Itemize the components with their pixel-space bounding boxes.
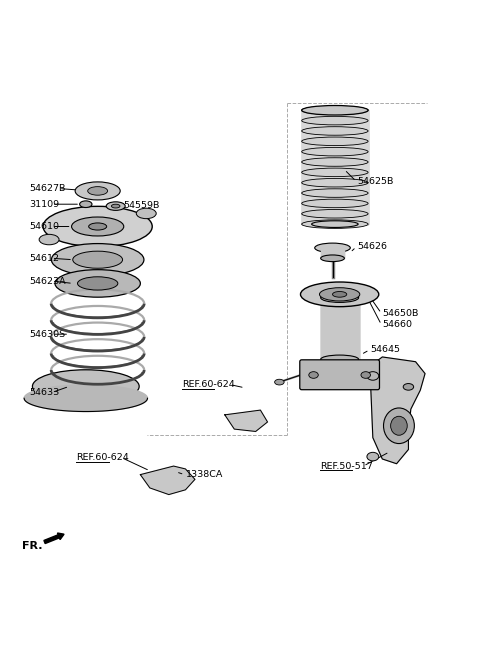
Ellipse shape — [301, 116, 368, 125]
Ellipse shape — [106, 202, 125, 210]
Text: 54650B: 54650B — [383, 309, 419, 318]
Ellipse shape — [80, 201, 92, 208]
Ellipse shape — [301, 106, 368, 114]
Ellipse shape — [315, 243, 350, 252]
Ellipse shape — [43, 206, 152, 246]
Text: 54612: 54612 — [29, 254, 59, 263]
Polygon shape — [371, 357, 425, 464]
Text: REF.60-624: REF.60-624 — [76, 453, 129, 462]
Ellipse shape — [300, 282, 379, 307]
Ellipse shape — [301, 210, 368, 218]
Ellipse shape — [72, 217, 124, 236]
Polygon shape — [321, 248, 344, 258]
Text: 1338CA: 1338CA — [185, 470, 223, 479]
Ellipse shape — [361, 372, 371, 378]
Ellipse shape — [309, 372, 318, 378]
Text: 54559B: 54559B — [124, 200, 160, 210]
Ellipse shape — [301, 147, 368, 156]
Text: FR.: FR. — [22, 541, 42, 551]
Polygon shape — [321, 298, 359, 359]
Ellipse shape — [321, 255, 344, 261]
Ellipse shape — [89, 223, 107, 230]
Text: REF.60-624: REF.60-624 — [182, 380, 235, 389]
Ellipse shape — [391, 417, 407, 435]
Ellipse shape — [73, 251, 122, 268]
Ellipse shape — [320, 288, 360, 301]
Ellipse shape — [301, 168, 368, 177]
Ellipse shape — [312, 221, 358, 227]
Text: 54645: 54645 — [371, 346, 400, 354]
Polygon shape — [140, 466, 195, 495]
Ellipse shape — [111, 204, 120, 208]
Polygon shape — [24, 385, 147, 411]
FancyBboxPatch shape — [300, 360, 380, 390]
Ellipse shape — [321, 355, 359, 363]
FancyArrow shape — [44, 533, 64, 543]
Text: 54660: 54660 — [383, 320, 412, 329]
Text: REF.50-517: REF.50-517 — [320, 462, 372, 470]
Ellipse shape — [301, 199, 368, 208]
Ellipse shape — [88, 187, 108, 195]
Ellipse shape — [136, 208, 156, 219]
Text: 54625B: 54625B — [358, 177, 394, 186]
Ellipse shape — [367, 452, 379, 461]
Ellipse shape — [51, 244, 144, 276]
Polygon shape — [301, 110, 368, 224]
Ellipse shape — [301, 189, 368, 197]
Ellipse shape — [77, 277, 118, 290]
Text: 54633: 54633 — [29, 388, 59, 397]
Ellipse shape — [33, 370, 139, 403]
Ellipse shape — [321, 293, 359, 302]
Ellipse shape — [275, 379, 284, 385]
Ellipse shape — [39, 235, 59, 245]
Ellipse shape — [384, 408, 414, 443]
Ellipse shape — [333, 292, 347, 297]
Ellipse shape — [301, 179, 368, 187]
Ellipse shape — [301, 220, 368, 229]
Text: 54627B: 54627B — [29, 184, 65, 193]
Polygon shape — [225, 410, 267, 432]
Ellipse shape — [301, 158, 368, 166]
Ellipse shape — [301, 106, 368, 115]
Text: 54630S: 54630S — [29, 330, 65, 339]
Ellipse shape — [367, 372, 379, 380]
Ellipse shape — [55, 269, 140, 297]
Text: 31109: 31109 — [29, 200, 59, 209]
Ellipse shape — [75, 182, 120, 200]
Ellipse shape — [301, 127, 368, 135]
Ellipse shape — [403, 384, 414, 390]
Text: 54610: 54610 — [29, 222, 59, 231]
Text: 54626: 54626 — [358, 242, 388, 252]
Text: 54623A: 54623A — [29, 277, 65, 286]
Ellipse shape — [301, 137, 368, 146]
